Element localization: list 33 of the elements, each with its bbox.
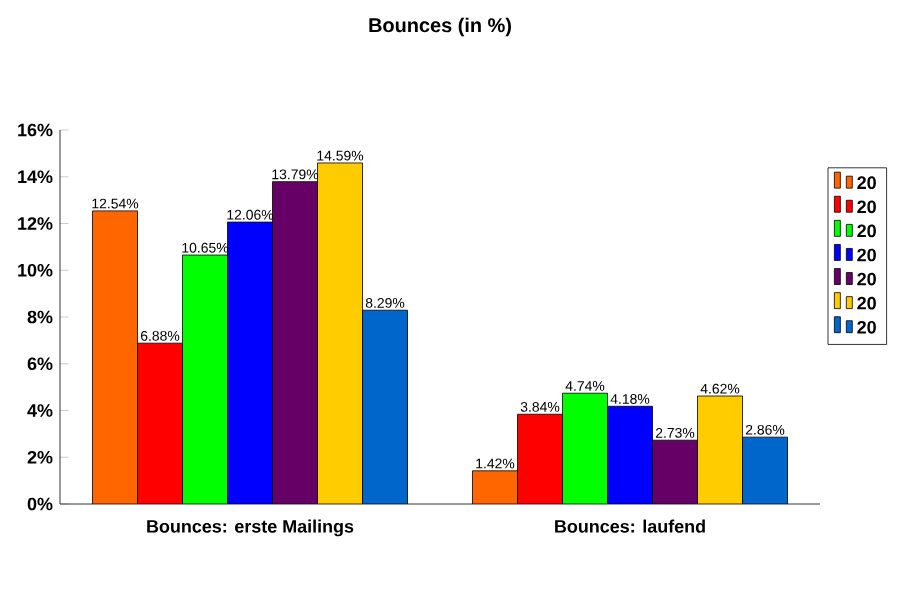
bar xyxy=(317,162,363,504)
legend-label: 20 xyxy=(857,176,876,190)
bar xyxy=(137,343,183,504)
y-tick-label: 6% xyxy=(27,357,53,371)
legend-label: 20 xyxy=(857,248,876,262)
y-tick-label: 16% xyxy=(18,123,53,137)
bar xyxy=(472,470,518,504)
bar xyxy=(272,181,318,504)
x-tick-label: Bounces: laufend xyxy=(555,519,705,533)
y-tick-label: 12% xyxy=(18,217,53,230)
bar xyxy=(182,255,228,504)
y-tick-label: 0% xyxy=(27,497,53,511)
y-tick-label: 4% xyxy=(27,404,53,417)
y-tick-label: 2% xyxy=(27,450,53,464)
bar xyxy=(562,392,608,504)
y-tick-label: 8% xyxy=(27,310,53,324)
legend-label: 20 xyxy=(857,296,876,310)
y-tick-label: 10% xyxy=(18,263,53,277)
bar xyxy=(227,222,273,504)
chart-title: Bounces (in %) xyxy=(369,17,511,37)
bar xyxy=(697,395,743,504)
legend-label: 20 xyxy=(857,200,876,214)
y-tick-label: 14% xyxy=(18,170,53,184)
legend-label: 20 xyxy=(857,320,876,334)
legend-label: 20 xyxy=(857,272,876,286)
legend-label: 20 xyxy=(857,224,876,238)
bar xyxy=(517,413,563,504)
bar xyxy=(652,439,698,504)
bar xyxy=(742,436,788,504)
bar xyxy=(607,405,653,504)
x-tick-label: Bounces: erste Mailings xyxy=(147,519,354,537)
bar xyxy=(362,310,408,504)
bar xyxy=(92,210,138,504)
